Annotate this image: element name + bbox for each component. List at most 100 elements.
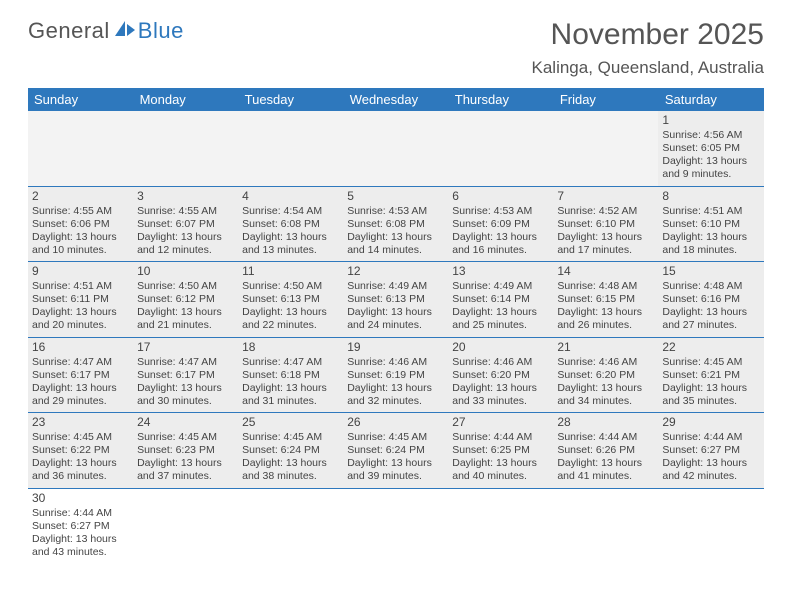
daylight-text: Daylight: 13 hours and 39 minutes.	[347, 457, 444, 483]
sunrise-text: Sunrise: 4:52 AM	[557, 205, 654, 218]
day-number: 1	[662, 113, 759, 128]
calendar-cell: 2Sunrise: 4:55 AMSunset: 6:06 PMDaylight…	[28, 186, 133, 262]
sunrise-text: Sunrise: 4:50 AM	[242, 280, 339, 293]
sunrise-text: Sunrise: 4:44 AM	[557, 431, 654, 444]
day-number: 16	[32, 340, 129, 355]
sunset-text: Sunset: 6:24 PM	[242, 444, 339, 457]
daylight-text: Daylight: 13 hours and 24 minutes.	[347, 306, 444, 332]
calendar-cell	[553, 111, 658, 186]
daylight-text: Daylight: 13 hours and 42 minutes.	[662, 457, 759, 483]
calendar-cell	[133, 111, 238, 186]
day-number: 25	[242, 415, 339, 430]
daylight-text: Daylight: 13 hours and 36 minutes.	[32, 457, 129, 483]
day-number: 4	[242, 189, 339, 204]
day-number: 14	[557, 264, 654, 279]
title-block: November 2025 Kalinga, Queensland, Austr…	[532, 18, 765, 78]
sunset-text: Sunset: 6:17 PM	[32, 369, 129, 382]
sunrise-text: Sunrise: 4:48 AM	[557, 280, 654, 293]
daylight-text: Daylight: 13 hours and 27 minutes.	[662, 306, 759, 332]
sunrise-text: Sunrise: 4:45 AM	[32, 431, 129, 444]
sunset-text: Sunset: 6:11 PM	[32, 293, 129, 306]
calendar-cell	[238, 488, 343, 563]
sunrise-text: Sunrise: 4:45 AM	[662, 356, 759, 369]
day-number: 12	[347, 264, 444, 279]
calendar-cell: 11Sunrise: 4:50 AMSunset: 6:13 PMDayligh…	[238, 262, 343, 338]
calendar-cell: 23Sunrise: 4:45 AMSunset: 6:22 PMDayligh…	[28, 413, 133, 489]
calendar-cell: 13Sunrise: 4:49 AMSunset: 6:14 PMDayligh…	[448, 262, 553, 338]
sunset-text: Sunset: 6:21 PM	[662, 369, 759, 382]
daylight-text: Daylight: 13 hours and 30 minutes.	[137, 382, 234, 408]
calendar-cell: 29Sunrise: 4:44 AMSunset: 6:27 PMDayligh…	[658, 413, 763, 489]
calendar-cell: 9Sunrise: 4:51 AMSunset: 6:11 PMDaylight…	[28, 262, 133, 338]
daylight-text: Daylight: 13 hours and 32 minutes.	[347, 382, 444, 408]
day-number: 9	[32, 264, 129, 279]
day-number: 22	[662, 340, 759, 355]
day-number: 2	[32, 189, 129, 204]
sunset-text: Sunset: 6:09 PM	[452, 218, 549, 231]
calendar-cell	[448, 111, 553, 186]
calendar-cell	[238, 111, 343, 186]
day-header: Thursday	[448, 88, 553, 111]
month-title: November 2025	[532, 18, 765, 52]
day-number: 8	[662, 189, 759, 204]
sunset-text: Sunset: 6:08 PM	[242, 218, 339, 231]
sunrise-text: Sunrise: 4:53 AM	[347, 205, 444, 218]
sunrise-text: Sunrise: 4:47 AM	[137, 356, 234, 369]
daylight-text: Daylight: 13 hours and 12 minutes.	[137, 231, 234, 257]
calendar-cell: 14Sunrise: 4:48 AMSunset: 6:15 PMDayligh…	[553, 262, 658, 338]
daylight-text: Daylight: 13 hours and 20 minutes.	[32, 306, 129, 332]
calendar-cell: 20Sunrise: 4:46 AMSunset: 6:20 PMDayligh…	[448, 337, 553, 413]
daylight-text: Daylight: 13 hours and 43 minutes.	[32, 533, 129, 559]
calendar-cell: 5Sunrise: 4:53 AMSunset: 6:08 PMDaylight…	[343, 186, 448, 262]
day-number: 3	[137, 189, 234, 204]
calendar-row: 9Sunrise: 4:51 AMSunset: 6:11 PMDaylight…	[28, 262, 764, 338]
day-header: Friday	[553, 88, 658, 111]
day-header-row: Sunday Monday Tuesday Wednesday Thursday…	[28, 88, 764, 111]
calendar-cell: 30Sunrise: 4:44 AMSunset: 6:27 PMDayligh…	[28, 488, 133, 563]
calendar-row: 2Sunrise: 4:55 AMSunset: 6:06 PMDaylight…	[28, 186, 764, 262]
day-number: 11	[242, 264, 339, 279]
sunset-text: Sunset: 6:15 PM	[557, 293, 654, 306]
calendar-cell: 15Sunrise: 4:48 AMSunset: 6:16 PMDayligh…	[658, 262, 763, 338]
sunrise-text: Sunrise: 4:44 AM	[662, 431, 759, 444]
day-header: Tuesday	[238, 88, 343, 111]
day-number: 17	[137, 340, 234, 355]
calendar-cell: 25Sunrise: 4:45 AMSunset: 6:24 PMDayligh…	[238, 413, 343, 489]
sunrise-text: Sunrise: 4:45 AM	[242, 431, 339, 444]
calendar-cell: 26Sunrise: 4:45 AMSunset: 6:24 PMDayligh…	[343, 413, 448, 489]
daylight-text: Daylight: 13 hours and 26 minutes.	[557, 306, 654, 332]
sunset-text: Sunset: 6:05 PM	[662, 142, 759, 155]
daylight-text: Daylight: 13 hours and 13 minutes.	[242, 231, 339, 257]
calendar-cell: 28Sunrise: 4:44 AMSunset: 6:26 PMDayligh…	[553, 413, 658, 489]
calendar-cell: 12Sunrise: 4:49 AMSunset: 6:13 PMDayligh…	[343, 262, 448, 338]
daylight-text: Daylight: 13 hours and 38 minutes.	[242, 457, 339, 483]
calendar-cell	[343, 488, 448, 563]
sunrise-text: Sunrise: 4:44 AM	[32, 507, 129, 520]
calendar-cell: 6Sunrise: 4:53 AMSunset: 6:09 PMDaylight…	[448, 186, 553, 262]
sunrise-text: Sunrise: 4:56 AM	[662, 129, 759, 142]
calendar-cell	[448, 488, 553, 563]
daylight-text: Daylight: 13 hours and 18 minutes.	[662, 231, 759, 257]
sunset-text: Sunset: 6:26 PM	[557, 444, 654, 457]
calendar-row: 23Sunrise: 4:45 AMSunset: 6:22 PMDayligh…	[28, 413, 764, 489]
day-number: 19	[347, 340, 444, 355]
day-number: 21	[557, 340, 654, 355]
calendar-cell	[553, 488, 658, 563]
sunset-text: Sunset: 6:12 PM	[137, 293, 234, 306]
calendar-cell: 19Sunrise: 4:46 AMSunset: 6:19 PMDayligh…	[343, 337, 448, 413]
calendar-cell: 8Sunrise: 4:51 AMSunset: 6:10 PMDaylight…	[658, 186, 763, 262]
daylight-text: Daylight: 13 hours and 14 minutes.	[347, 231, 444, 257]
sunrise-text: Sunrise: 4:53 AM	[452, 205, 549, 218]
sunrise-text: Sunrise: 4:51 AM	[32, 280, 129, 293]
sunset-text: Sunset: 6:13 PM	[242, 293, 339, 306]
sunset-text: Sunset: 6:19 PM	[347, 369, 444, 382]
calendar-cell: 27Sunrise: 4:44 AMSunset: 6:25 PMDayligh…	[448, 413, 553, 489]
daylight-text: Daylight: 13 hours and 34 minutes.	[557, 382, 654, 408]
day-number: 5	[347, 189, 444, 204]
calendar-cell	[133, 488, 238, 563]
daylight-text: Daylight: 13 hours and 40 minutes.	[452, 457, 549, 483]
daylight-text: Daylight: 13 hours and 9 minutes.	[662, 155, 759, 181]
daylight-text: Daylight: 13 hours and 16 minutes.	[452, 231, 549, 257]
sunset-text: Sunset: 6:27 PM	[662, 444, 759, 457]
calendar-row: 30Sunrise: 4:44 AMSunset: 6:27 PMDayligh…	[28, 488, 764, 563]
